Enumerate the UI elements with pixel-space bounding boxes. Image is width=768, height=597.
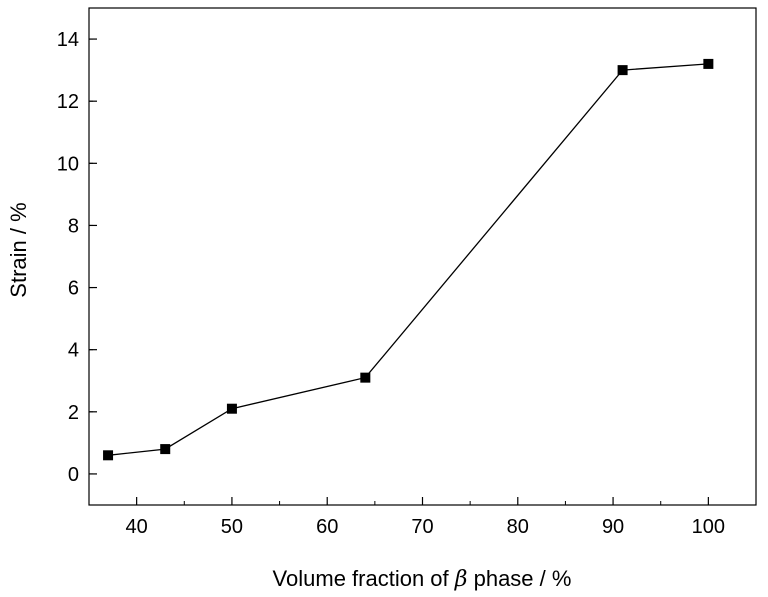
x-axis-title: Volume fraction of β phase / %: [273, 566, 572, 592]
data-point: [103, 450, 114, 461]
data-point: [617, 65, 628, 76]
y-tick-label: 4: [68, 340, 79, 362]
y-tick-label: 12: [57, 91, 79, 113]
x-axis: 40 50 60 70 80 90 100: [126, 497, 725, 538]
x-tick-label: 80: [507, 516, 529, 538]
y-tick-label: 2: [68, 402, 79, 424]
y-axis: 0 2 4 6 8 10 12 14: [57, 29, 97, 486]
y-tick-label: 0: [68, 464, 79, 486]
y-axis-title: Strain / %: [6, 202, 31, 297]
plot-frame: [88, 7, 757, 506]
series-line: [108, 63, 709, 456]
x-tick-label: 100: [692, 516, 725, 538]
y-tick-label: 6: [68, 278, 79, 300]
x-tick-label: 70: [411, 516, 433, 538]
beta-symbol: β: [454, 567, 468, 592]
data-point: [703, 58, 714, 69]
data-point: [360, 372, 371, 383]
y-tick-label: 10: [57, 153, 79, 175]
y-tick-label: 8: [68, 215, 79, 237]
x-tick-label: 90: [602, 516, 624, 538]
x-tick-label: 50: [221, 516, 243, 538]
y-tick-label: 14: [57, 29, 79, 51]
x-tick-label: 60: [316, 516, 338, 538]
data-point: [226, 403, 237, 414]
x-tick-label: 40: [126, 516, 148, 538]
x-axis-title-prefix: Volume fraction of: [273, 566, 455, 591]
x-axis-title-suffix: phase / %: [467, 566, 571, 591]
data-point: [160, 444, 171, 455]
series-markers: [103, 58, 714, 461]
